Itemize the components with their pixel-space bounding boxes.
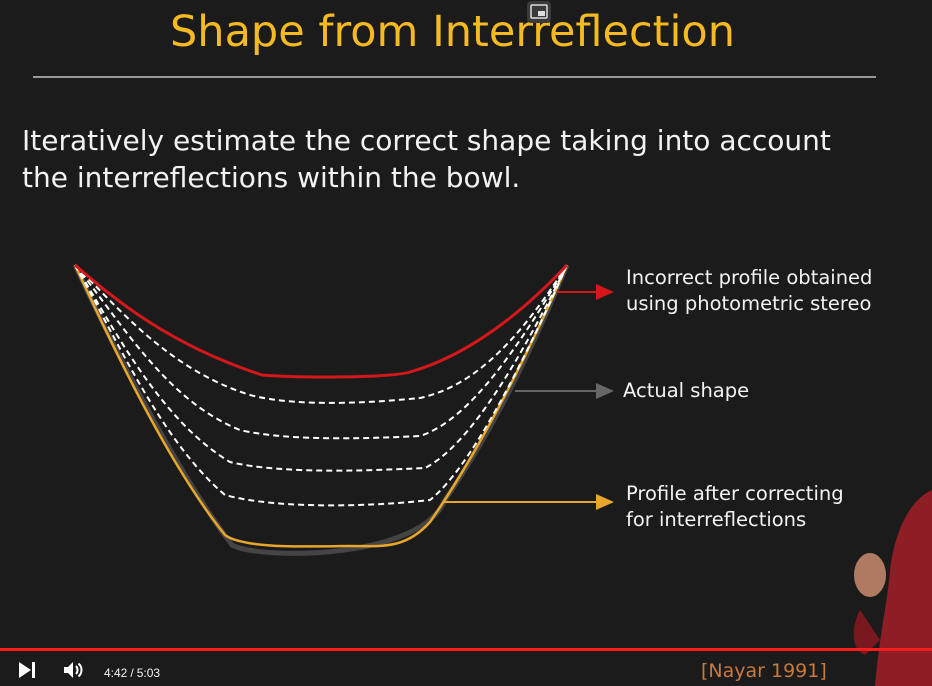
- volume-icon[interactable]: [62, 659, 86, 681]
- video-controls: 4:42/5:03: [0, 651, 932, 686]
- iteration-curve-3: [74, 264, 568, 472]
- iteration-curve-1: [74, 264, 568, 404]
- bowl-profile-figure: [72, 263, 614, 556]
- body-line-2: the interreflections within the bowl.: [22, 161, 521, 194]
- label-incorrect-profile: Incorrect profile obtained using photome…: [626, 265, 872, 317]
- slide-title: Shape from Interreflection: [170, 7, 735, 57]
- citation: [Nayar 1991]: [701, 660, 827, 682]
- title-divider: [33, 76, 876, 78]
- iteration-curve-2: [74, 264, 568, 440]
- video-progress-fill: [0, 648, 867, 651]
- label-actual-shape: Actual shape: [623, 379, 750, 402]
- label-incorrect-line-1: Incorrect profile obtained: [626, 266, 873, 289]
- label-incorrect-line-2: using photometric stereo: [626, 292, 872, 315]
- body-line-1: Iteratively estimate the correct shape t…: [22, 124, 831, 157]
- picture-in-picture-icon[interactable]: [527, 1, 551, 23]
- skip-next-icon[interactable]: [16, 659, 40, 681]
- duration: 5:03: [136, 666, 161, 680]
- label-corrected-line-1: Profile after correcting: [626, 482, 844, 505]
- time-readout: 4:42/5:03: [104, 666, 161, 680]
- current-time: 4:42: [104, 666, 128, 680]
- video-progress-bar[interactable]: [0, 648, 932, 651]
- presenter-figure: [853, 490, 932, 686]
- iteration-curves: [74, 264, 568, 507]
- incorrect-profile-curve: [74, 263, 569, 379]
- slide-body-text: Iteratively estimate the correct shape t…: [22, 122, 922, 196]
- corrected-profile-curve: [73, 264, 569, 548]
- iteration-curve-4: [74, 264, 568, 507]
- label-corrected-profile: Profile after correcting for interreflec…: [626, 481, 844, 533]
- label-corrected-line-2: for interreflections: [626, 508, 807, 531]
- actual-shape-curve: [72, 263, 570, 556]
